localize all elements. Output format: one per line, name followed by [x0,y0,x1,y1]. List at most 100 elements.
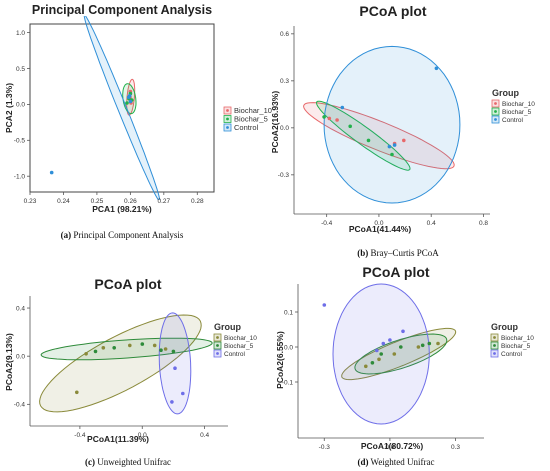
y-axis-label: PCoA2(9.13%) [4,333,14,391]
data-point-control [392,143,397,147]
data-point-biochar-5 [399,345,403,349]
legend-title: Group [491,322,518,332]
data-point-biochar-5 [93,349,98,354]
data-point-biochar-10 [392,352,397,356]
chart-title: Principal Component Analysis [32,3,212,17]
y-tick-label: 0.0 [284,344,293,351]
chart-panel-4: PCoA plot -0.3 0.0 0.3 -0.1 0.0 0.1 PCoA1(80.72… [275,264,534,467]
x-tick-label: -0.4 [321,220,333,227]
chart-title: PCoA plot [359,3,426,19]
data-point-biochar-10 [75,390,79,395]
data-point-control [388,338,392,342]
y-tick-label: 0.0 [280,125,289,132]
data-point-biochar-5 [366,138,371,143]
y-tick-label: -1.0 [14,174,26,181]
y-tick-label: -0.3 [278,172,290,179]
caption-letter: (d) [357,457,368,467]
chart-panel-1: Principal Component Analysis 0.23 0.24 0.25… [4,3,272,240]
data-point-control [387,144,392,149]
legend-title: Group [214,322,241,332]
data-point-control [181,391,185,396]
legend-entry-control: Control [501,351,523,358]
data-point-biochar-5 [322,115,326,119]
data-point-biochar-10 [364,364,368,369]
x-tick-label: 0.0 [374,220,383,227]
x-tick-label: 0.27 [157,198,170,205]
caption-letter: (a) [61,230,72,240]
x-tick-label: 0.4 [427,220,436,227]
y-axis-label: PCoA2(6.55%) [275,331,285,389]
y-axis-label: PCA2 (1.3%) [4,83,14,133]
x-tick-label: -0.4 [74,432,86,439]
data-point-control [173,366,177,371]
data-point-biochar-5 [125,101,129,105]
y-tick-label: 0.3 [280,78,289,85]
plot-frame [29,23,215,193]
x-tick-label: 0.0 [385,444,394,451]
y-tick-label: 0.0 [16,353,25,360]
legend-entry-biochar-5: Biochar_5 [234,115,268,124]
data-point-control [127,94,132,98]
data-point-biochar-5 [140,342,145,346]
chart-title: PCoA plot [94,276,161,292]
legend-marker [216,336,219,339]
data-point-control [322,303,327,307]
data-point-control [49,170,54,175]
x-axis-label: PCoA1(11.39%) [87,434,149,444]
chart-title: PCoA plot [362,264,429,280]
legend-entry-biochar-10: Biochar_10 [502,101,535,108]
x-tick-label: 0.26 [124,198,137,205]
y-tick-label: 0.1 [284,309,293,316]
data-point-biochar-5 [379,352,384,356]
x-tick-label: 0.24 [57,198,70,205]
panel-caption: (b) Bray–Curtis PCoA [357,248,439,258]
legend-marker [216,344,219,347]
x-tick-label: -0.3 [319,444,331,451]
data-point-biochar-10 [377,357,381,362]
legend-marker [226,126,229,129]
data-point-control [434,66,439,71]
panel-caption: (d) Weighted Unifrac [357,457,434,467]
y-axis-label: PCoA2(16.93%) [270,91,280,154]
legend-entry-control: Control [234,123,259,132]
y-tick-label: 0.6 [280,31,289,38]
chart-panel-2: PCoA plot -0.4 0.0 0.4 0.8 -0.3 0.0 0.3 0.6 PCoA1… [270,3,535,258]
legend-entry-biochar-5: Biochar_5 [224,343,254,350]
legend-marker [226,109,229,112]
y-tick-label: -0.1 [282,379,294,386]
chart-panel-3: PCoA plot -0.4 0.0 0.4 -0.4 0.0 0.4 PCoA1(11.39… [4,276,257,467]
legend-entry-biochar-5: Biochar_5 [502,109,532,116]
y-tick-label: -0.4 [14,402,26,409]
caption-text: Bray–Curtis PCoA [368,248,439,258]
confidence-ellipse-biochar-5 [40,337,213,361]
legend-entry-biochar-5: Biochar_5 [501,343,531,350]
confidence-ellipse-biochar-10 [303,102,455,170]
data-point-biochar-10 [436,341,440,346]
data-point-biochar-5 [420,343,425,348]
data-point-biochar-5 [370,361,375,365]
legend-title: Group [492,88,519,98]
confidence-ellipse-control [83,16,161,200]
data-point-biochar-10 [152,343,157,348]
data-point-control [170,400,174,404]
data-point-biochar-10 [163,347,168,351]
data-point-control [340,105,345,110]
data-point-control [401,329,405,334]
data-point-biochar-5 [427,341,432,346]
data-point-biochar-10 [84,352,88,356]
caption-letter: (b) [357,248,368,258]
x-tick-label: 0.8 [479,220,488,227]
y-tick-label: 0.4 [16,305,25,312]
x-tick-label: 0.28 [191,198,204,205]
caption-text: Weighted Unifrac [368,457,434,467]
confidence-ellipse-control [158,312,192,415]
legend-marker [494,110,497,113]
x-axis-label: PCoA1(80.72%) [361,441,424,451]
legend-entry-control: Control [502,117,524,124]
caption-letter: (c) [85,457,95,467]
x-axis-label: PCoA1(41.44%) [349,224,412,234]
data-point-biochar-10 [128,343,132,348]
ellipse-layer [83,16,161,200]
